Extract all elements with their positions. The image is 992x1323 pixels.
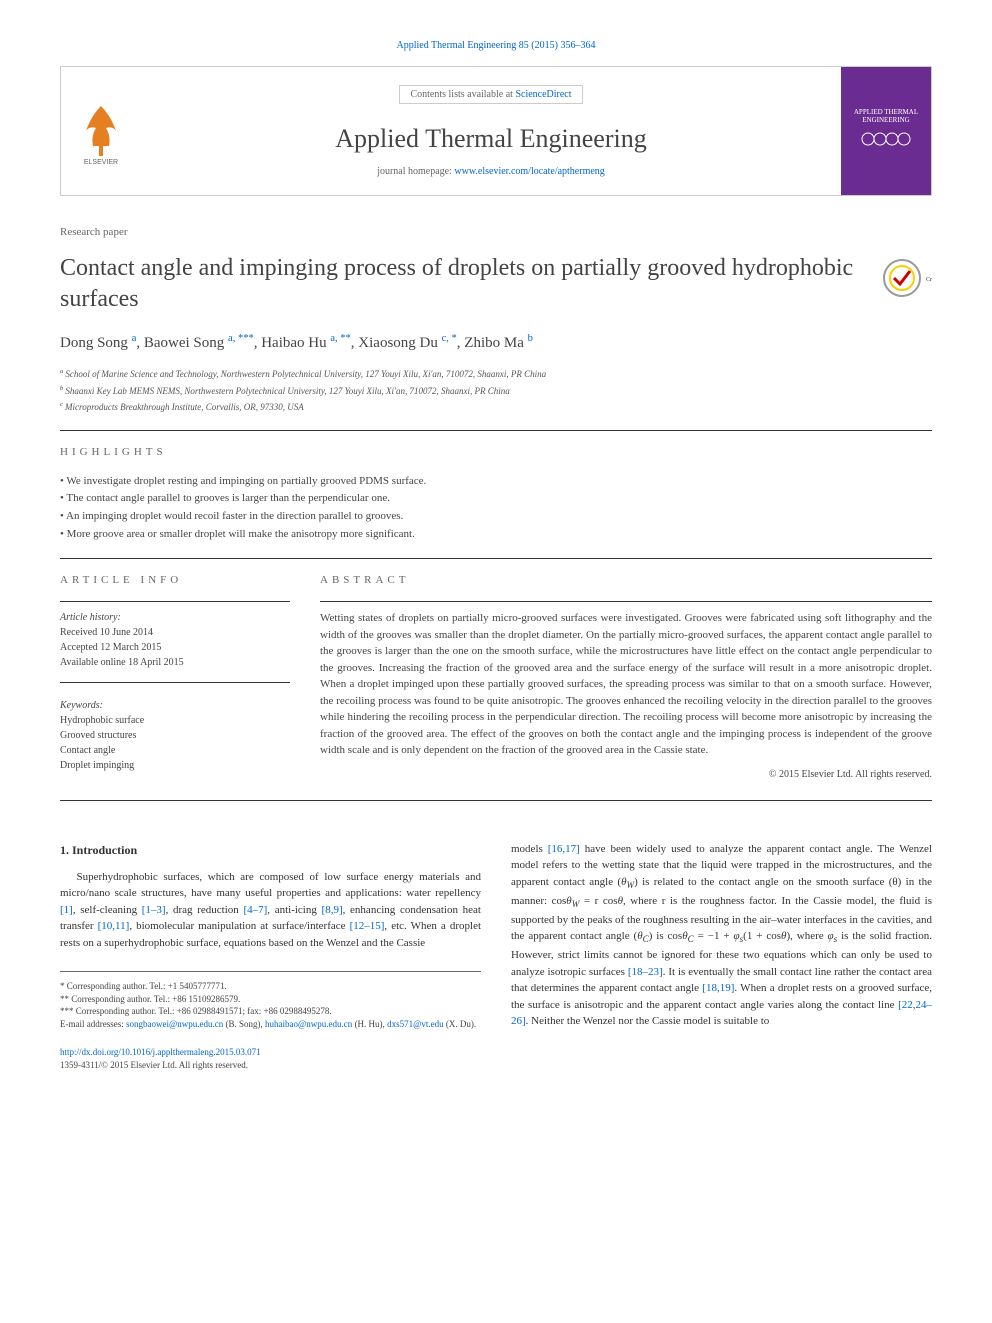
elsevier-tree-logo: ELSEVIER xyxy=(71,96,131,166)
contents-list-box: Contents lists available at ScienceDirec… xyxy=(399,85,582,104)
email-link[interactable]: huhaibao@nwpu.edu.cn xyxy=(265,1019,352,1029)
issn-text: 1359-4311/© 2015 Elsevier Ltd. All right… xyxy=(60,1060,248,1070)
history-accepted: Accepted 12 March 2015 xyxy=(60,640,290,655)
svg-text:ELSEVIER: ELSEVIER xyxy=(84,159,118,166)
article-title: Contact angle and impinging process of d… xyxy=(60,253,862,315)
crossmark-label: CrossMark xyxy=(926,277,932,283)
ref-link[interactable]: [1] xyxy=(60,904,73,916)
sciencedirect-link[interactable]: ScienceDirect xyxy=(515,89,571,100)
affiliation-line: b Shaanxi Key Lab MEMS NEMS, Northwester… xyxy=(60,384,932,399)
rule xyxy=(60,601,290,602)
highlights-header: HIGHLIGHTS xyxy=(60,446,932,458)
highlight-item: The contact angle parallel to grooves is… xyxy=(60,490,932,508)
affiliation-line: a School of Marine Science and Technolog… xyxy=(60,367,932,382)
abstract-header: ABSTRACT xyxy=(320,574,932,586)
body-col-left: 1. Introduction Superhydrophobic surface… xyxy=(60,841,481,1073)
keyword-item: Droplet impinging xyxy=(60,758,290,773)
crossmark-icon[interactable]: CrossMark xyxy=(882,253,932,303)
footnotes-block: * Corresponding author. Tel.: +1 5405777… xyxy=(60,971,481,1030)
keywords: Keywords: Hydrophobic surfaceGrooved str… xyxy=(60,698,290,773)
rule xyxy=(60,800,932,801)
keyword-item: Contact angle xyxy=(60,743,290,758)
rule xyxy=(320,601,932,602)
footnote-line: * Corresponding author. Tel.: +1 5405777… xyxy=(60,980,481,993)
intro-para-1: Superhydrophobic surfaces, which are com… xyxy=(60,869,481,952)
footnote-line: ** Corresponding author. Tel.: +86 15109… xyxy=(60,993,481,1006)
highlights: We investigate droplet resting and impin… xyxy=(60,473,932,543)
ref-link[interactable]: [16,17] xyxy=(548,843,580,855)
ref-link[interactable]: [10,11] xyxy=(98,920,130,932)
intro-heading: 1. Introduction xyxy=(60,841,481,859)
article-info-header: ARTICLE INFO xyxy=(60,574,290,586)
authors: Dong Song a, Baowei Song a, ***, Haibao … xyxy=(60,333,932,352)
history-label: Article history: xyxy=(60,610,290,625)
keyword-item: Hydrophobic surface xyxy=(60,713,290,728)
rule xyxy=(60,430,932,431)
affiliation-line: c Microproducts Breakthrough Institute, … xyxy=(60,400,932,415)
highlight-item: An impinging droplet would recoil faster… xyxy=(60,508,932,526)
intro-para-2: models [16,17] have been widely used to … xyxy=(511,841,932,1030)
journal-banner: ELSEVIER Contents lists available at Sci… xyxy=(60,66,932,196)
history-received: Received 10 June 2014 xyxy=(60,625,290,640)
ref-link[interactable]: [8,9] xyxy=(322,904,343,916)
journal-homepage: journal homepage: www.elsevier.com/locat… xyxy=(151,166,831,177)
doi-block: http://dx.doi.org/10.1016/j.applthermale… xyxy=(60,1046,481,1073)
ref-link[interactable]: [12–15] xyxy=(350,920,385,932)
rule xyxy=(60,558,932,559)
keyword-item: Grooved structures xyxy=(60,728,290,743)
publisher-logo-box: ELSEVIER xyxy=(61,67,141,195)
homepage-text: journal homepage: xyxy=(377,166,454,177)
copyright: © 2015 Elsevier Ltd. All rights reserved… xyxy=(320,769,932,780)
cover-graphic-icon xyxy=(856,124,916,154)
body-col-right: models [16,17] have been widely used to … xyxy=(511,841,932,1073)
body-columns: 1. Introduction Superhydrophobic surface… xyxy=(60,841,932,1073)
ref-link[interactable]: [18–23] xyxy=(628,966,663,978)
homepage-link[interactable]: www.elsevier.com/locate/apthermeng xyxy=(454,166,604,177)
keywords-label: Keywords: xyxy=(60,698,290,713)
ref-link[interactable]: [4–7] xyxy=(243,904,267,916)
footnote-line: E-mail addresses: songbaowei@nwpu.edu.cn… xyxy=(60,1018,481,1031)
footnote-line: *** Corresponding author. Tel.: +86 0298… xyxy=(60,1005,481,1018)
journal-cover-thumb: APPLIED THERMAL ENGINEERING xyxy=(841,67,931,195)
affiliations: a School of Marine Science and Technolog… xyxy=(60,367,932,415)
paper-type: Research paper xyxy=(60,226,932,238)
ref-link[interactable]: [1–3] xyxy=(142,904,166,916)
highlight-item: More groove area or smaller droplet will… xyxy=(60,526,932,544)
journal-name: Applied Thermal Engineering xyxy=(151,124,831,154)
banner-center: Contents lists available at ScienceDirec… xyxy=(141,67,841,195)
contents-text: Contents lists available at xyxy=(410,89,515,100)
ref-link[interactable]: [22,24–26] xyxy=(511,999,932,1028)
ref-link[interactable]: [18,19] xyxy=(702,982,734,994)
rule xyxy=(60,682,290,683)
history-online: Available online 18 April 2015 xyxy=(60,655,290,670)
cover-title: APPLIED THERMAL ENGINEERING xyxy=(846,108,926,125)
abstract-text: Wetting states of droplets on partially … xyxy=(320,610,932,759)
doi-link[interactable]: http://dx.doi.org/10.1016/j.applthermale… xyxy=(60,1047,261,1057)
email-link[interactable]: dxs571@vt.edu xyxy=(387,1019,444,1029)
citation-header: Applied Thermal Engineering 85 (2015) 35… xyxy=(60,40,932,51)
article-history: Article history: Received 10 June 2014 A… xyxy=(60,610,290,670)
email-link[interactable]: songbaowei@nwpu.edu.cn xyxy=(126,1019,223,1029)
highlight-item: We investigate droplet resting and impin… xyxy=(60,473,932,491)
